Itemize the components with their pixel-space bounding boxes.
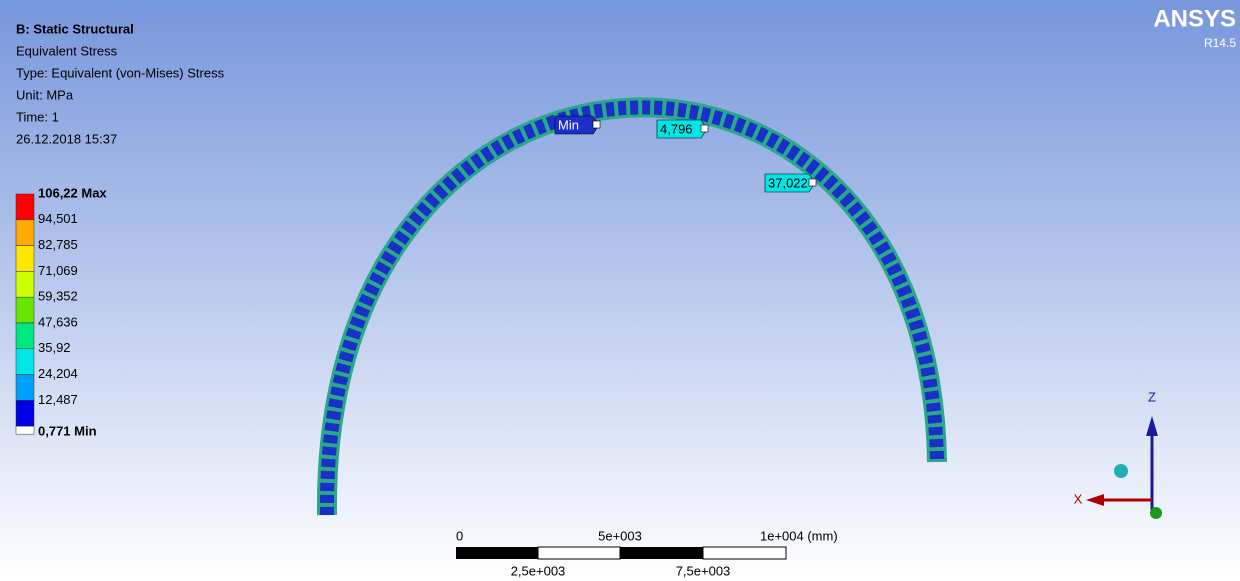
legend-label: 82,785 bbox=[38, 237, 78, 252]
legend-swatch bbox=[16, 400, 34, 426]
legend-label: 47,636 bbox=[38, 314, 78, 329]
axis-x: X bbox=[1074, 491, 1083, 506]
legend-label: 94,501 bbox=[38, 211, 78, 226]
scale-label: 7,5e+003 bbox=[676, 563, 731, 578]
info-line: Time: 1 bbox=[16, 109, 59, 124]
probe-pin bbox=[809, 179, 816, 186]
legend-label: 0,771 Min bbox=[38, 424, 97, 439]
probe-label: 4,796 bbox=[660, 121, 693, 136]
legend-swatch bbox=[16, 194, 34, 220]
version: R14.5 bbox=[1204, 36, 1236, 50]
legend-swatch bbox=[16, 246, 34, 272]
legend-label: 71,069 bbox=[38, 263, 78, 278]
legend-swatch bbox=[16, 297, 34, 323]
scale-label: 2,5e+003 bbox=[511, 563, 566, 578]
scale-label: 1e+004 (mm) bbox=[760, 528, 838, 543]
legend-label: 59,352 bbox=[38, 289, 78, 304]
info-line: Unit: MPa bbox=[16, 87, 74, 102]
probe-pin bbox=[701, 125, 708, 132]
legend-label: 24,204 bbox=[38, 366, 78, 381]
background bbox=[0, 0, 1240, 581]
scale-bar bbox=[456, 547, 786, 559]
probe-label: 37,022 bbox=[768, 175, 808, 190]
viewport: B: Static Structural ANSYS R14.5 Z X Equ… bbox=[0, 0, 1240, 581]
legend-min-swatch bbox=[16, 426, 34, 434]
info-line: 26.12.2018 15:37 bbox=[16, 131, 117, 146]
legend-swatch bbox=[16, 220, 34, 246]
info-line: Equivalent Stress bbox=[16, 43, 118, 58]
analysis-title: B: Static Structural bbox=[16, 21, 134, 36]
legend-swatch bbox=[16, 271, 34, 297]
legend-label: 35,92 bbox=[38, 340, 71, 355]
scale-label: 0 bbox=[456, 528, 463, 543]
legend-swatch bbox=[16, 323, 34, 349]
probe-label: Min bbox=[558, 117, 579, 132]
legend-label: 12,487 bbox=[38, 392, 78, 407]
legend-swatch bbox=[16, 375, 34, 401]
logo: ANSYS bbox=[1153, 5, 1236, 32]
probe-pin bbox=[593, 121, 600, 128]
info-line: Type: Equivalent (von-Mises) Stress bbox=[16, 65, 225, 80]
legend-label: 106,22 Max bbox=[38, 185, 107, 200]
axis-z: Z bbox=[1148, 389, 1156, 404]
legend-swatch bbox=[16, 349, 34, 375]
scale-label: 5e+003 bbox=[598, 528, 642, 543]
